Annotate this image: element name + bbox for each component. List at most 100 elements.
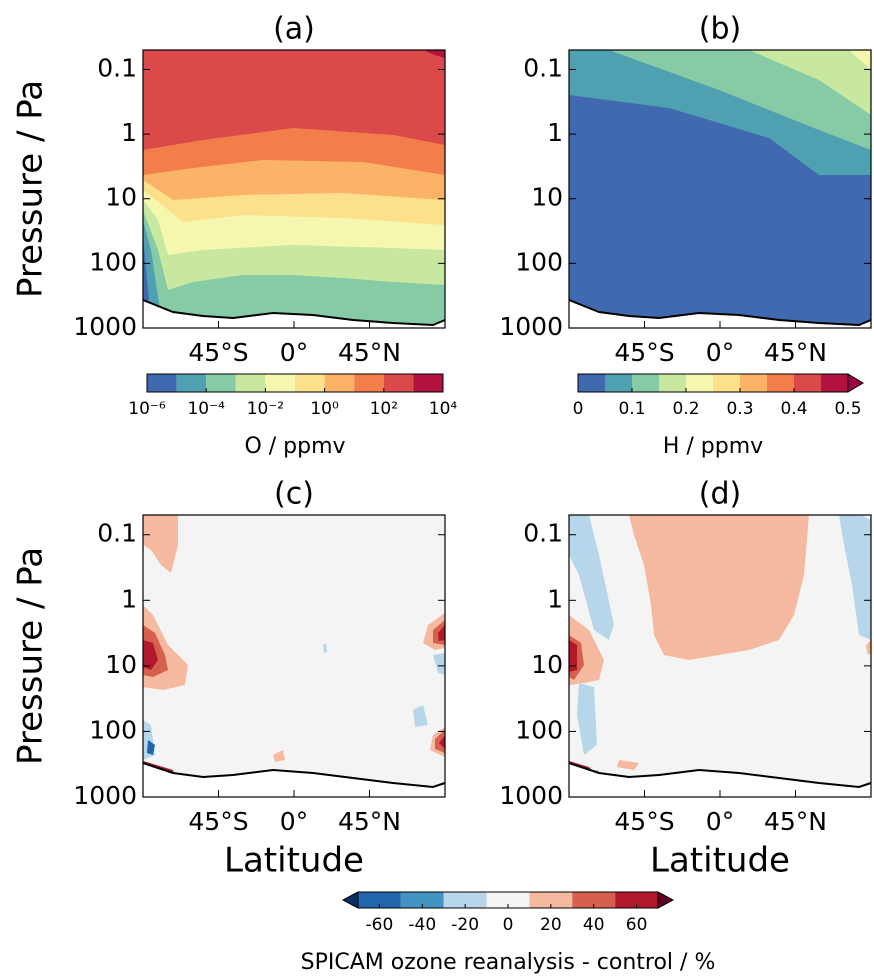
- y-tick-label: 1000: [73, 312, 137, 341]
- x-tick-label: 45°S: [188, 338, 248, 367]
- colorbar-box: [443, 892, 487, 908]
- colorbar-box: [383, 374, 414, 392]
- contour-region: [609, 50, 871, 150]
- y-tick-label: 10: [105, 650, 137, 679]
- contour-region: [423, 50, 445, 58]
- surface-mask: [569, 763, 871, 797]
- colorbar-tick-label: 0.1: [618, 399, 645, 419]
- y-tick-label: 0.1: [523, 53, 563, 82]
- colorbar-tick-label: 40: [583, 915, 605, 935]
- colorbar-box: [632, 374, 659, 392]
- colorbar-box: [295, 374, 325, 392]
- contour-region: [749, 50, 871, 115]
- y-tick-label: 100: [515, 715, 563, 744]
- colorbar-tick-label: 0.2: [672, 399, 699, 419]
- contour-region: [435, 730, 445, 753]
- contour-region: [569, 640, 577, 672]
- colorbar-box: [529, 892, 573, 908]
- contour-field: [142, 515, 446, 797]
- colorbar-box: [767, 374, 794, 392]
- colorbar-box: [235, 374, 266, 392]
- y-tick-label: 100: [515, 247, 563, 276]
- contour-region: [143, 515, 178, 573]
- colorbar-frame: [146, 373, 444, 393]
- colorbar-box: [324, 374, 355, 392]
- contour-region: [413, 705, 428, 727]
- colorbar-tick-label: 0: [503, 915, 514, 935]
- colorbar-box: [605, 374, 632, 392]
- x-tick-label: 45°S: [614, 807, 674, 836]
- y-tick-label: 1000: [499, 781, 563, 810]
- colorbar-box: [147, 374, 177, 392]
- surface-line: [142, 299, 446, 327]
- contour-region: [839, 515, 871, 640]
- surface-line: [568, 762, 872, 789]
- colorbar-box: [821, 374, 848, 392]
- x-tick-label: 45°N: [764, 338, 827, 367]
- contour-region: [143, 640, 158, 670]
- colorbar-tick-label: -40: [408, 915, 436, 935]
- colorbar-box: [358, 892, 401, 908]
- contour-region: [438, 625, 445, 641]
- colorbar-box: [413, 374, 443, 392]
- colorbar-box: [713, 374, 740, 392]
- colorbar-label: H / ppmv: [663, 434, 763, 459]
- contour-region: [143, 515, 445, 797]
- panel-title: (d): [699, 477, 741, 512]
- y-tick-label: 1: [121, 118, 137, 147]
- contour-region: [866, 640, 871, 655]
- colorbar-tick-label: -60: [366, 915, 394, 935]
- panel-title: (c): [274, 477, 314, 512]
- y-tick-label: 1: [547, 118, 563, 147]
- contour-region: [323, 643, 327, 653]
- y-tick-label: 10: [531, 650, 563, 679]
- y-tick-label: 0.1: [97, 53, 137, 82]
- x-tick-label: 0°: [280, 338, 308, 367]
- colorbar-box: [794, 374, 821, 392]
- colorbar-tick-label: 10⁻⁶: [128, 399, 166, 419]
- colorbar-frame: [577, 373, 849, 393]
- contour-region: [569, 515, 614, 640]
- contour-field: [568, 50, 872, 328]
- y-tick-label: 100: [89, 715, 137, 744]
- y-tick-label: 1: [121, 584, 137, 613]
- colorbar-box: [686, 374, 713, 392]
- y-tick-label: 0.1: [97, 519, 137, 548]
- colorbar-box: [740, 374, 767, 392]
- contour-region: [147, 740, 155, 755]
- x-tick-label: 45°S: [188, 807, 248, 836]
- colorbar-box: [176, 374, 207, 392]
- colorbar-box: [354, 374, 384, 392]
- x-tick-label: 0°: [706, 807, 734, 836]
- colorbar-box: [572, 892, 616, 908]
- x-tick-label: 45°S: [614, 338, 674, 367]
- x-tick-label: 0°: [706, 338, 734, 367]
- contour-region: [273, 750, 285, 762]
- x-tick-label: 0°: [280, 807, 308, 836]
- colorbar-box: [659, 374, 686, 392]
- y-tick-label: 100: [89, 247, 137, 276]
- x-tick-label: 45°N: [764, 807, 827, 836]
- y-tick-label: 1000: [73, 781, 137, 810]
- colorbar-tick-label: 0.3: [726, 399, 753, 419]
- x-tick-label: 45°N: [338, 807, 401, 836]
- surface-line: [568, 299, 872, 327]
- colorbar-box: [615, 892, 658, 908]
- panel-title: (a): [273, 12, 315, 47]
- colorbar-box: [265, 374, 295, 392]
- colorbar-tick-label: 10⁻⁴: [187, 399, 225, 419]
- x-axis-label: Latitude: [650, 841, 790, 881]
- colorbar-tick-label: 10²: [370, 399, 398, 419]
- contour-region: [617, 760, 639, 770]
- y-axis-label: Pressure / Pa: [11, 547, 51, 765]
- contour-region: [577, 683, 597, 755]
- colorbar-box: [486, 892, 530, 908]
- colorbar-tick-label: -20: [451, 915, 479, 935]
- contour-field: [568, 515, 872, 797]
- colorbar-tick-label: 0.4: [780, 399, 807, 419]
- contour-field: [142, 50, 446, 328]
- y-tick-label: 10: [531, 183, 563, 212]
- colorbar-box: [206, 374, 236, 392]
- contour-region: [433, 653, 445, 675]
- y-tick-label: 1000: [499, 312, 563, 341]
